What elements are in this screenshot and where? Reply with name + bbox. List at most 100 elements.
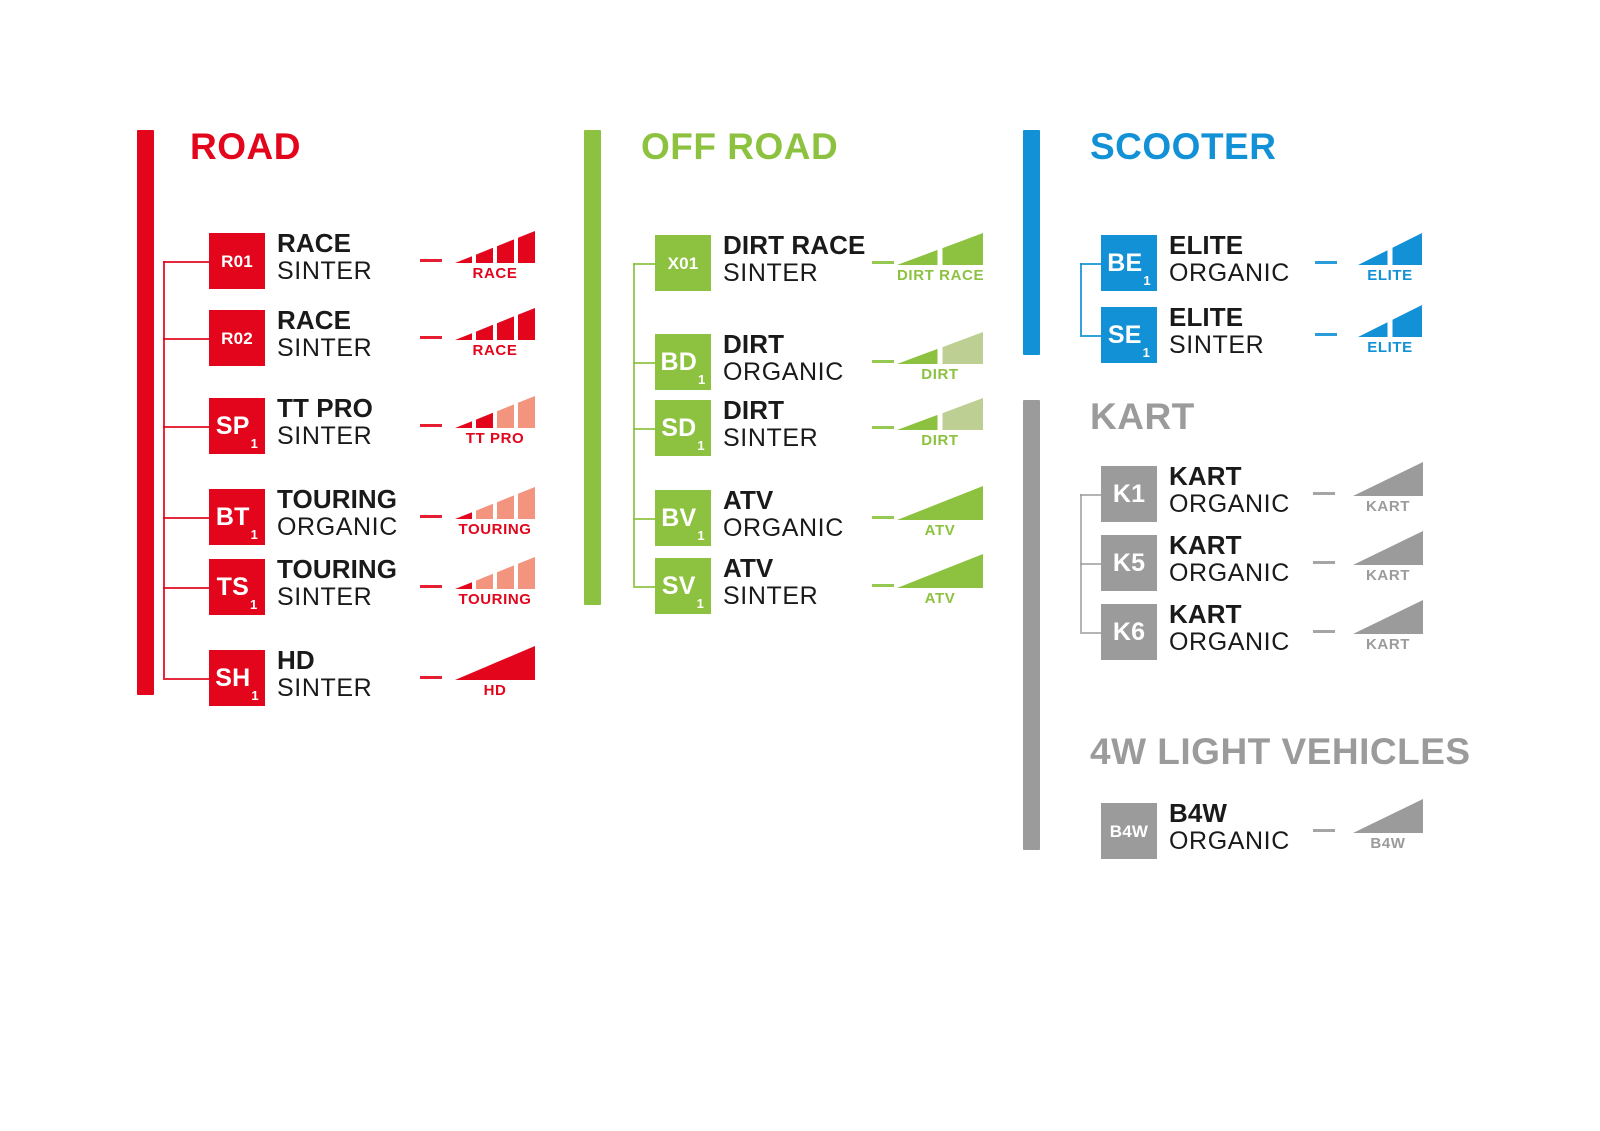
group-accent-bar-kart [1023, 400, 1040, 850]
product-material: SINTER [723, 258, 819, 287]
performance-wedge-icon [897, 396, 983, 430]
connector-dash [420, 259, 442, 262]
product-code-badge[interactable]: R01 [209, 233, 265, 289]
product-code-badge[interactable]: SV 1 [655, 558, 711, 614]
product-code-badge[interactable]: SP 1 [209, 398, 265, 454]
product-row[interactable]: TS 1 TOURING SINTER TOURING [209, 555, 555, 615]
product-names: DIRT RACE SINTER [723, 231, 865, 287]
product-name: RACE [277, 228, 352, 258]
performance-indicator: HD [455, 646, 535, 698]
tree-branch-kart-0 [1080, 494, 1101, 496]
product-row[interactable]: SV 1 ATV SINTER ATV [655, 554, 1003, 614]
performance-wedge-icon [455, 306, 535, 340]
product-names: B4W ORGANIC [1169, 798, 1290, 855]
product-code-badge[interactable]: R02 [209, 310, 265, 366]
product-code-badge[interactable]: SE 1 [1101, 307, 1157, 363]
group-accent-bar-scooter [1023, 130, 1040, 355]
performance-wedge-icon [455, 229, 535, 263]
connector-dash [1313, 492, 1335, 495]
tree-trunk-scooter [1080, 263, 1082, 335]
tree-branch-road-5 [163, 678, 209, 680]
performance-label: RACE [472, 342, 518, 359]
product-row[interactable]: SP 1 TT PRO SINTER TT PRO [209, 394, 555, 454]
product-code-subscript: 1 [697, 438, 705, 453]
product-row[interactable]: SH 1 HD SINTER HD [209, 646, 555, 706]
product-code-badge[interactable]: K1 [1101, 466, 1157, 522]
product-code-badge[interactable]: SH 1 [209, 650, 265, 706]
performance-label: DIRT [921, 366, 959, 383]
product-name: B4W [1169, 798, 1228, 828]
product-names: TT PRO SINTER [277, 394, 373, 450]
product-code-badge[interactable]: BV 1 [655, 490, 711, 546]
performance-wedge-icon [897, 486, 983, 520]
connector-dash [872, 426, 894, 429]
product-code-badge[interactable]: K5 [1101, 535, 1157, 591]
product-row[interactable]: BD 1 DIRT ORGANIC DIRT [655, 330, 1003, 390]
performance-label: KART [1365, 498, 1411, 515]
performance-wedge-icon [455, 485, 535, 519]
product-names: TOURING SINTER [277, 555, 397, 611]
tree-branch-road-1 [163, 338, 209, 340]
product-row[interactable]: BE 1 ELITE ORGANIC ELITE [1101, 231, 1442, 291]
connector-dash [420, 515, 442, 518]
product-row[interactable]: BT 1 TOURING ORGANIC TOURING [209, 485, 555, 545]
product-row[interactable]: K6 KART ORGANIC KART [1101, 600, 1443, 660]
performance-wedge-icon [1353, 600, 1423, 634]
connector-dash [1315, 261, 1337, 264]
performance-indicator: B4W [1353, 799, 1423, 851]
product-code-badge[interactable]: K6 [1101, 604, 1157, 660]
product-row[interactable]: X01 DIRT RACE SINTER DIRT RACE [655, 231, 1003, 291]
connector-dash [420, 585, 442, 588]
product-row[interactable]: R01 RACE SINTER RACE [209, 228, 555, 289]
tree-trunk-offroad [633, 263, 635, 586]
product-row[interactable]: BV 1 ATV ORGANIC ATV [655, 486, 1003, 546]
connector-dash [420, 424, 442, 427]
tree-branch-offroad-1 [633, 362, 655, 364]
performance-label: HD [483, 682, 507, 699]
product-row[interactable]: B4W B4W ORGANIC B4W [1101, 798, 1443, 859]
product-row[interactable]: K5 KART ORGANIC KART [1101, 531, 1443, 591]
product-code-badge[interactable]: SD 1 [655, 400, 711, 456]
performance-label: TOURING [458, 591, 532, 608]
performance-label: ATV [924, 590, 956, 607]
product-row[interactable]: SD 1 DIRT SINTER DIRT [655, 396, 1003, 456]
connector-dash [872, 516, 894, 519]
product-names: ATV ORGANIC [723, 486, 844, 542]
performance-wedge-icon [1353, 462, 1423, 496]
connector-dash [1313, 561, 1335, 564]
product-row[interactable]: K1 KART ORGANIC KART [1101, 462, 1443, 522]
connector-dash [872, 584, 894, 587]
product-row[interactable]: SE 1 ELITE SINTER ELITE [1101, 303, 1442, 363]
product-code-text: K1 [1112, 479, 1146, 508]
performance-indicator: DIRT RACE [897, 231, 983, 283]
product-code-text: SH [215, 663, 251, 692]
product-code-badge[interactable]: BT 1 [209, 489, 265, 545]
performance-label: DIRT RACE [897, 267, 985, 284]
product-names: TOURING ORGANIC [277, 485, 398, 541]
product-code-text: B4W [1109, 821, 1149, 841]
performance-indicator: TOURING [455, 555, 535, 607]
product-code-badge[interactable]: X01 [655, 235, 711, 291]
product-row[interactable]: R02 RACE SINTER RACE [209, 306, 555, 366]
product-code-text: SV [661, 571, 696, 600]
product-code-subscript: 1 [1143, 273, 1151, 288]
product-material: ORGANIC [723, 513, 844, 542]
group-accent-bar-offroad [584, 130, 601, 605]
performance-indicator: ATV [897, 554, 983, 606]
product-names: KART ORGANIC [1169, 600, 1290, 656]
product-code-badge[interactable]: BD 1 [655, 334, 711, 390]
performance-label: KART [1365, 636, 1411, 653]
product-code-badge[interactable]: B4W [1101, 803, 1157, 859]
product-code-subscript: 1 [697, 528, 705, 543]
product-material: ORGANIC [1169, 489, 1290, 518]
performance-wedge-icon [455, 394, 535, 428]
product-code-badge[interactable]: BE 1 [1101, 235, 1157, 291]
product-names: ELITE ORGANIC [1169, 231, 1290, 287]
product-material: SINTER [723, 581, 819, 610]
product-code-badge[interactable]: TS 1 [209, 559, 265, 615]
group-title-lightvehicles: 4W LIGHT VEHICLES [1090, 731, 1471, 772]
group-title-scooter: SCOOTER [1090, 126, 1277, 167]
